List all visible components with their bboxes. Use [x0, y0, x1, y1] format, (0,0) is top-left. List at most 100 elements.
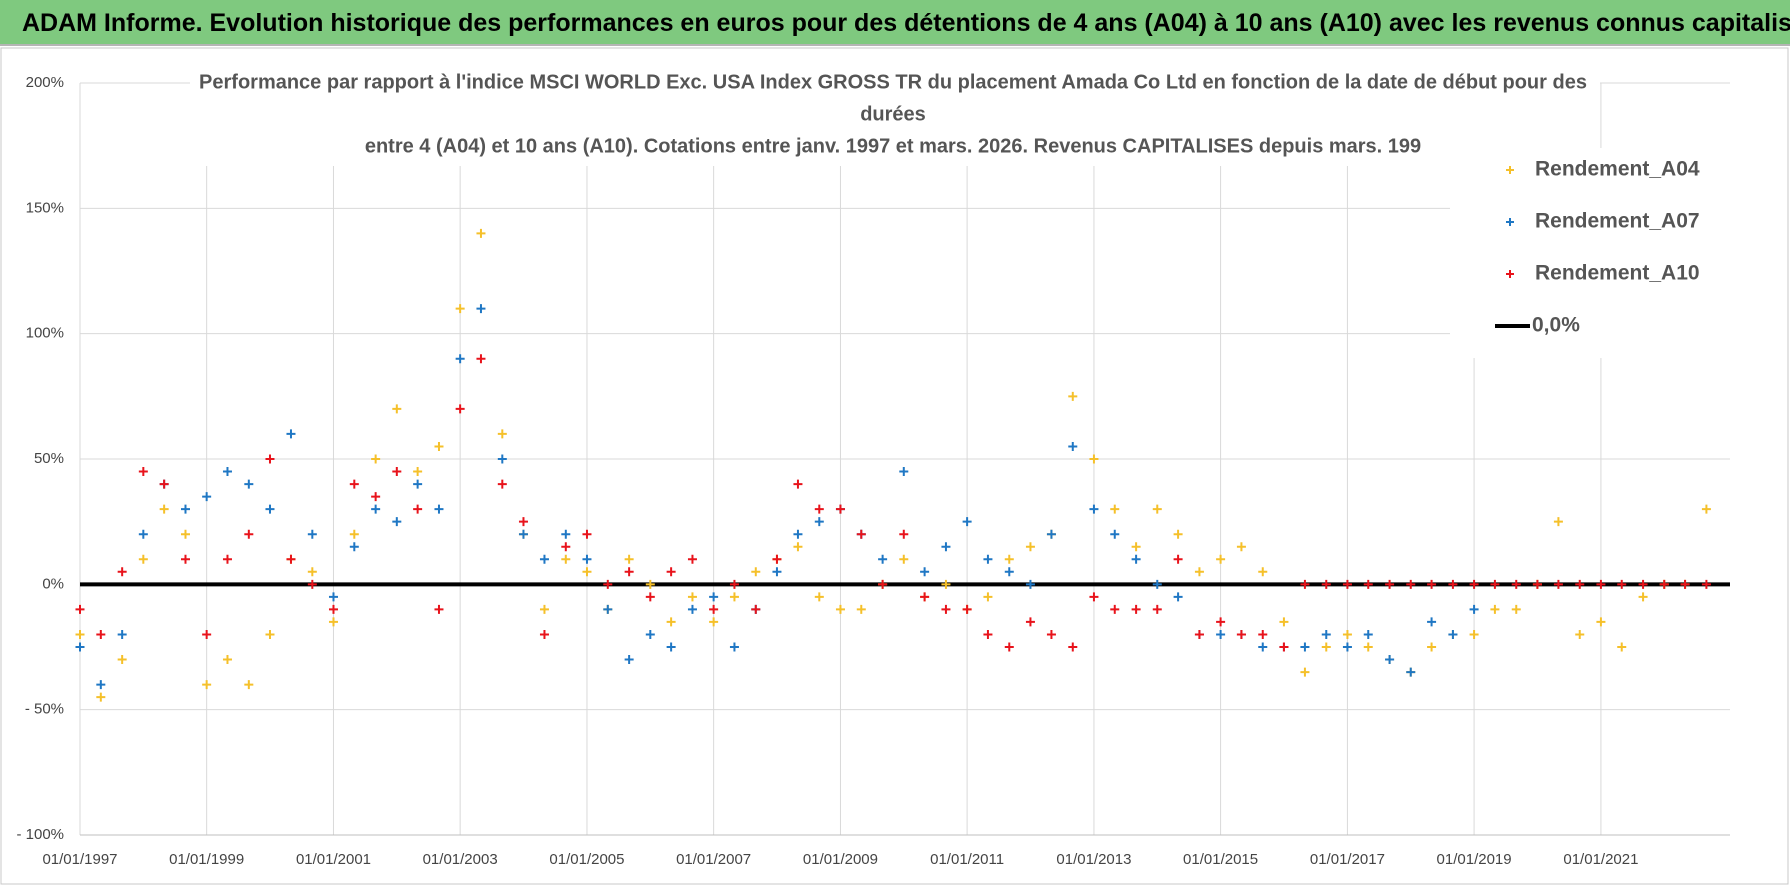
point [138, 467, 148, 477]
point [159, 504, 169, 514]
point [1448, 579, 1458, 589]
y-tick-label: 0% [42, 575, 64, 592]
point [392, 467, 402, 477]
point [476, 228, 486, 238]
point [666, 617, 676, 627]
point [983, 554, 993, 564]
point [96, 680, 106, 690]
point [1575, 629, 1585, 639]
point [1596, 579, 1606, 589]
legend-swatch [1506, 166, 1514, 174]
point [1385, 579, 1395, 589]
point [349, 479, 359, 489]
point [962, 517, 972, 527]
point [1046, 529, 1056, 539]
point [835, 504, 845, 514]
point [1152, 579, 1162, 589]
point [222, 554, 232, 564]
title-background [190, 66, 1600, 166]
x-tick-label: 01/01/2021 [1563, 851, 1638, 868]
point [349, 542, 359, 552]
point [1131, 554, 1141, 564]
point [1553, 579, 1563, 589]
point [1680, 579, 1690, 589]
point [1575, 579, 1585, 589]
point [434, 504, 444, 514]
point [899, 554, 909, 564]
x-tick-label: 01/01/2001 [296, 851, 371, 868]
point [1469, 629, 1479, 639]
x-tick-label: 01/01/2009 [803, 851, 878, 868]
point [434, 604, 444, 614]
x-tick-label: 01/01/2007 [676, 851, 751, 868]
point [1300, 667, 1310, 677]
legend-label: Rendement_A04 [1535, 158, 1700, 181]
point [1321, 579, 1331, 589]
point [1469, 579, 1479, 589]
point [1258, 642, 1268, 652]
legend-label: Rendement_A07 [1535, 210, 1700, 233]
point [1701, 504, 1711, 514]
point [793, 479, 803, 489]
point [1490, 579, 1500, 589]
point [539, 554, 549, 564]
point [1342, 629, 1352, 639]
point [1659, 579, 1669, 589]
point [1131, 542, 1141, 552]
point [1194, 567, 1204, 577]
point [687, 604, 697, 614]
point [1279, 642, 1289, 652]
point [1363, 579, 1373, 589]
point [307, 567, 317, 577]
point [687, 592, 697, 602]
point [582, 567, 592, 577]
point [603, 604, 613, 614]
point [835, 604, 845, 614]
point [371, 504, 381, 514]
point [455, 404, 465, 414]
point [1236, 629, 1246, 639]
point [1068, 441, 1078, 451]
point [814, 592, 824, 602]
point [117, 655, 127, 665]
point [941, 542, 951, 552]
point [962, 604, 972, 614]
x-tick-label: 01/01/2005 [549, 851, 624, 868]
point [709, 592, 719, 602]
point [1427, 579, 1437, 589]
point [709, 604, 719, 614]
point [1321, 629, 1331, 639]
point [729, 592, 739, 602]
point [624, 567, 634, 577]
point [666, 567, 676, 577]
point [983, 629, 993, 639]
y-tick-label: 50% [34, 450, 64, 467]
point [1469, 604, 1479, 614]
point [878, 579, 888, 589]
point [814, 504, 824, 514]
point [1638, 579, 1648, 589]
point [1131, 604, 1141, 614]
x-tick-label: 01/01/2015 [1183, 851, 1258, 868]
point [1173, 529, 1183, 539]
point [244, 680, 254, 690]
point [1258, 629, 1268, 639]
point [434, 441, 444, 451]
point [1152, 604, 1162, 614]
point [476, 354, 486, 364]
point [392, 404, 402, 414]
y-tick-label: 150% [26, 199, 64, 216]
point [751, 567, 761, 577]
point [1216, 617, 1226, 627]
point [729, 579, 739, 589]
point [856, 529, 866, 539]
point [1216, 554, 1226, 564]
point [1490, 604, 1500, 614]
point [1110, 529, 1120, 539]
point [307, 579, 317, 589]
point [1406, 667, 1416, 677]
x-tick-label: 01/01/2019 [1437, 851, 1512, 868]
x-tick-label: 01/01/2013 [1056, 851, 1131, 868]
point [497, 429, 507, 439]
point [1363, 642, 1373, 652]
